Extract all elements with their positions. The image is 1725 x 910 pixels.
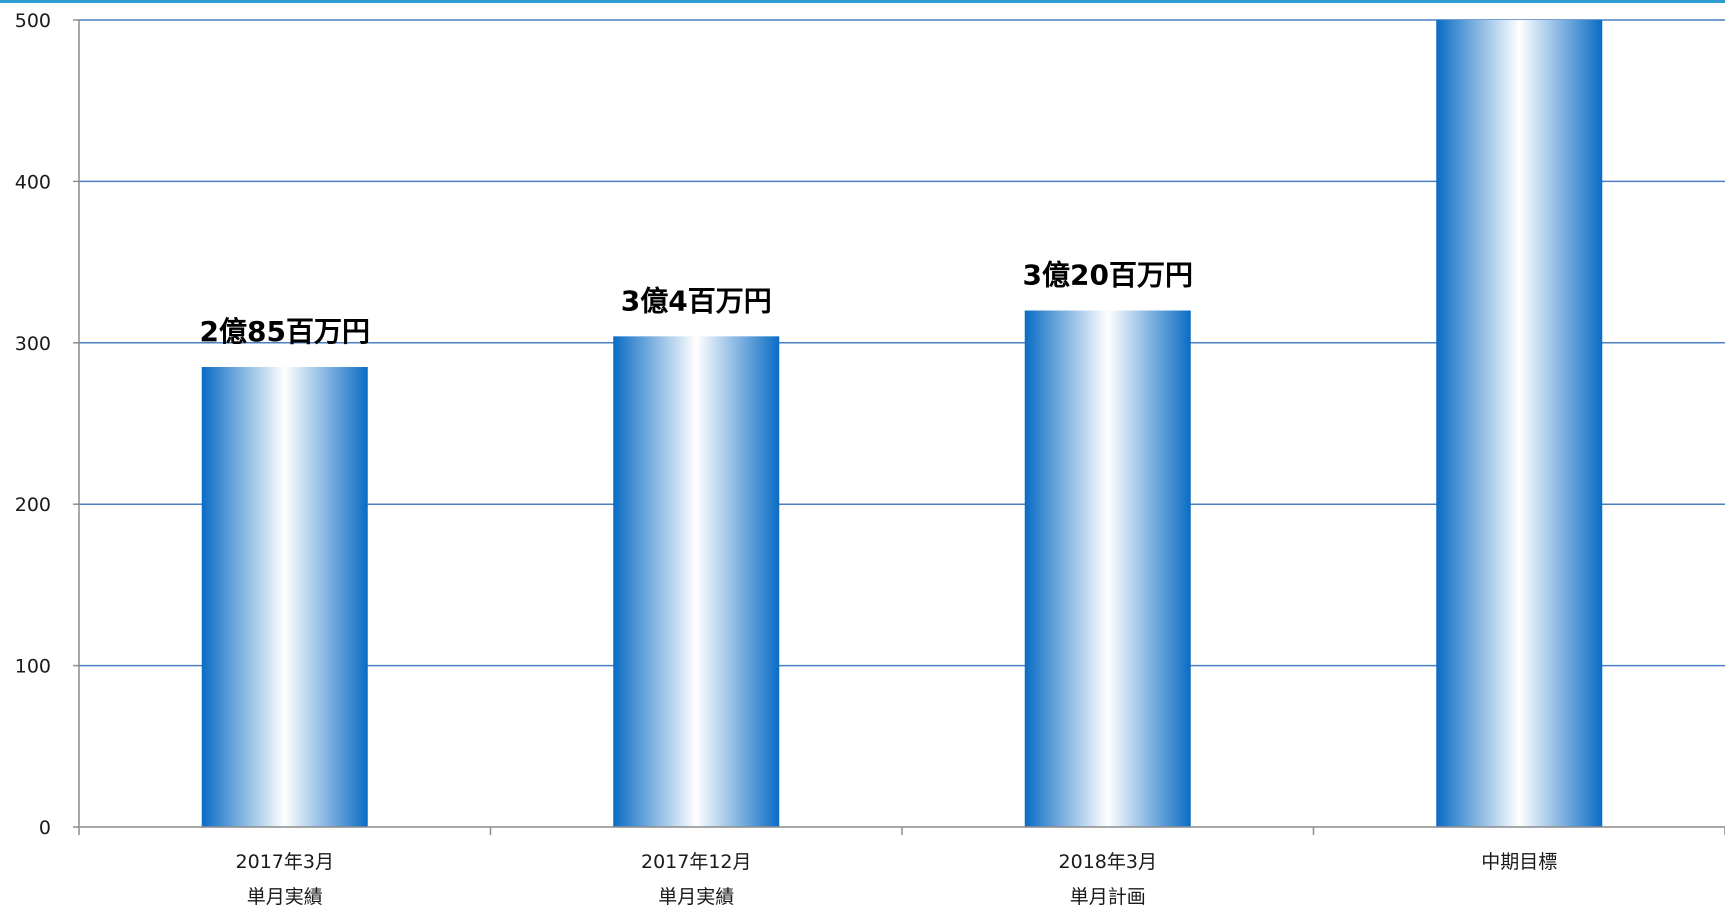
y-tick-label: 0 bbox=[39, 817, 51, 839]
data-label: 2億85百万円 bbox=[200, 315, 370, 348]
y-tick-label: 300 bbox=[15, 333, 51, 355]
y-tick-label: 400 bbox=[15, 171, 51, 193]
x-tick-label: 中期目標 bbox=[1481, 851, 1557, 873]
x-tick-label: 2017年3月 bbox=[236, 851, 334, 873]
x-tick-label: 単月実績 bbox=[247, 886, 323, 905]
bar bbox=[201, 367, 368, 827]
x-tick-label: 単月実績 bbox=[658, 886, 734, 905]
bar bbox=[613, 336, 780, 827]
x-tick-label: 2017年12月 bbox=[641, 851, 752, 873]
y-tick-label: 100 bbox=[15, 656, 51, 678]
x-tick-label: 単月計画 bbox=[1070, 886, 1146, 905]
bar bbox=[1024, 310, 1191, 827]
x-tick-label: 2018年3月 bbox=[1059, 851, 1157, 873]
data-label: 3億20百万円 bbox=[1023, 259, 1193, 292]
y-tick-label: 500 bbox=[15, 10, 51, 32]
bar bbox=[1436, 20, 1603, 827]
data-label: 3億4百万円 bbox=[621, 284, 772, 317]
y-tick-label: 200 bbox=[15, 494, 51, 516]
